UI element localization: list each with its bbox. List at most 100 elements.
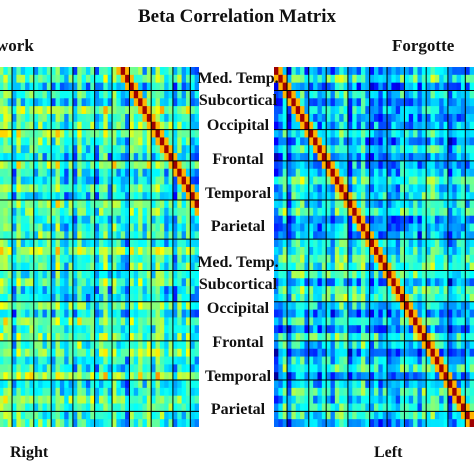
heatmap-cell xyxy=(334,317,340,326)
heatmap-cell xyxy=(164,387,169,397)
heatmap-cell xyxy=(42,293,48,303)
heatmap-cell xyxy=(72,176,78,185)
heatmap-cell xyxy=(16,317,22,326)
heatmap-cell xyxy=(190,380,196,389)
region-label: Temporal xyxy=(204,368,272,385)
heatmap-cell xyxy=(138,325,143,334)
heatmap-cell xyxy=(16,231,22,240)
heatmap-cell xyxy=(300,411,305,420)
heatmap-cell xyxy=(326,137,331,146)
heatmap-cell xyxy=(352,247,358,256)
heatmap-cell xyxy=(452,372,458,381)
heatmap-cell xyxy=(378,184,384,193)
heatmap-cell xyxy=(313,348,318,357)
heatmap-cell xyxy=(374,113,379,123)
heatmap-cell xyxy=(194,98,199,107)
heatmap-cell xyxy=(112,309,117,318)
heatmap-cell xyxy=(282,278,288,287)
heatmap-cell xyxy=(194,160,199,170)
heatmap-cell xyxy=(55,67,61,76)
heatmap-cell xyxy=(29,254,35,264)
heatmap-cell xyxy=(434,403,440,412)
heatmap-cell xyxy=(404,239,410,248)
heatmap-cell xyxy=(33,356,39,365)
heatmap-cell xyxy=(181,145,187,154)
heatmap-cell xyxy=(417,231,423,240)
heatmap-cell xyxy=(33,419,39,427)
heatmap-cell xyxy=(172,348,178,357)
heatmap-cell xyxy=(116,387,122,397)
heatmap-cell xyxy=(291,145,297,154)
heatmap-cell xyxy=(3,293,9,303)
heatmap-cell xyxy=(274,395,279,404)
heatmap-cell xyxy=(25,403,30,412)
heatmap-cell xyxy=(287,200,292,209)
heatmap-cell xyxy=(413,301,418,311)
heatmap-cell xyxy=(7,153,13,162)
heatmap-cell xyxy=(68,395,74,404)
heatmap-cell xyxy=(107,387,113,397)
heatmap-cell xyxy=(51,395,56,404)
heatmap-cell xyxy=(0,129,4,138)
heatmap-cell xyxy=(42,317,48,326)
heatmap-cell xyxy=(181,215,187,224)
heatmap-cell xyxy=(55,262,61,271)
heatmap-cell xyxy=(103,309,109,318)
heatmap-cell xyxy=(321,74,327,84)
heatmap-cell xyxy=(12,317,17,326)
heatmap-cell xyxy=(295,207,301,217)
heatmap-cell xyxy=(146,356,152,365)
heatmap-cell xyxy=(12,411,17,420)
heatmap-cell xyxy=(400,168,405,177)
heatmap-cell xyxy=(51,262,56,271)
heatmap-cell xyxy=(25,278,30,287)
heatmap-cell xyxy=(347,372,353,381)
heatmap-cell xyxy=(443,411,449,420)
heatmap-cell xyxy=(334,153,340,162)
heatmap-cell xyxy=(391,317,397,326)
heatmap-cell xyxy=(378,137,384,146)
heatmap-cell xyxy=(146,200,152,209)
heatmap-cell xyxy=(295,67,301,76)
heatmap-cell xyxy=(55,82,61,91)
heatmap-cell xyxy=(330,160,336,170)
heatmap-cell xyxy=(107,231,113,240)
heatmap-cell xyxy=(94,403,100,412)
heatmap-cell xyxy=(434,200,440,209)
heatmap-cell xyxy=(334,419,340,427)
heatmap-cell xyxy=(0,74,4,84)
heatmap-cell xyxy=(439,340,444,350)
heatmap-cell xyxy=(138,348,143,357)
heatmap-cell xyxy=(138,113,143,123)
heatmap-cell xyxy=(168,403,174,412)
heatmap-cell xyxy=(421,231,427,240)
heatmap-cell xyxy=(38,262,43,271)
heatmap-cell xyxy=(68,309,74,318)
heatmap-cell xyxy=(321,98,327,107)
heatmap-cell xyxy=(155,419,161,427)
heatmap-cell xyxy=(103,192,109,201)
heatmap-cell xyxy=(190,317,196,326)
heatmap-cell xyxy=(452,387,458,397)
heatmap-cell xyxy=(177,270,183,279)
heatmap-cell xyxy=(133,380,139,389)
heatmap-cell xyxy=(168,184,174,193)
heatmap-cell xyxy=(138,223,143,232)
heatmap-cell xyxy=(146,192,152,201)
heatmap-cell xyxy=(85,325,91,334)
heatmap-cell xyxy=(125,106,130,115)
heatmap-cell xyxy=(295,90,301,99)
heatmap-cell xyxy=(378,372,384,381)
heatmap-cell xyxy=(443,301,449,311)
heatmap-cell xyxy=(456,301,462,311)
heatmap-cell xyxy=(369,395,375,404)
heatmap-cell xyxy=(426,419,431,427)
heatmap-cell xyxy=(38,160,43,170)
heatmap-cell xyxy=(159,293,165,303)
heatmap-cell xyxy=(103,247,109,256)
heatmap-cell xyxy=(133,184,139,193)
heatmap-cell xyxy=(81,309,87,318)
heatmap-cell xyxy=(142,239,148,248)
heatmap-cell xyxy=(469,67,474,76)
heatmap-cell xyxy=(360,176,366,185)
